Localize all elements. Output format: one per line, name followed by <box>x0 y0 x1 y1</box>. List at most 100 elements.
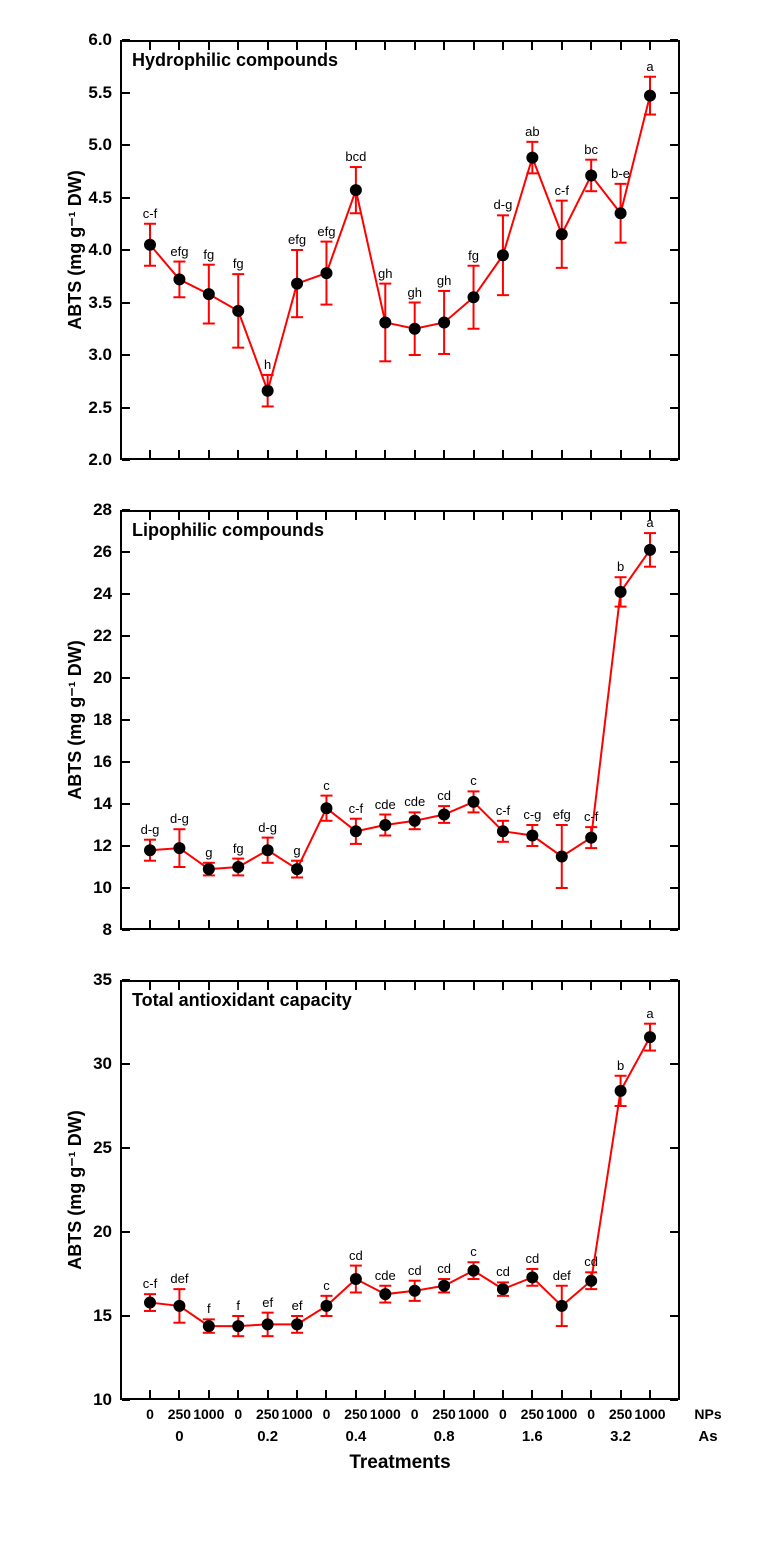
xtick-label-as: 3.2 <box>610 1428 631 1445</box>
significance-label: d-g <box>494 197 513 212</box>
significance-label: c-f <box>143 1276 157 1291</box>
data-point <box>233 305 244 316</box>
data-point <box>497 1284 508 1295</box>
significance-label: c-f <box>349 801 363 816</box>
data-point <box>292 1319 303 1330</box>
data-point <box>292 864 303 875</box>
xtick-label-nps: 1000 <box>546 1406 577 1422</box>
xtick-label-nps: 1000 <box>634 1406 665 1422</box>
data-point <box>645 1032 656 1043</box>
data-point <box>233 862 244 873</box>
significance-label: c <box>470 1244 477 1259</box>
significance-label: cd <box>437 788 451 803</box>
ytick-label: 2.5 <box>88 398 120 418</box>
significance-label: a <box>646 59 653 74</box>
xtick-label-nps: 1000 <box>370 1406 401 1422</box>
data-point <box>262 845 273 856</box>
significance-label: c-f <box>555 183 569 198</box>
data-point <box>615 586 626 597</box>
significance-label: bc <box>584 142 598 157</box>
data-point <box>556 229 567 240</box>
ytick-label: 2.0 <box>88 450 120 470</box>
data-point <box>586 832 597 843</box>
xtick-label-as: 0.4 <box>345 1428 366 1445</box>
series-line <box>150 1037 650 1326</box>
data-point <box>468 796 479 807</box>
panel-hydrophilic: ABTS (mg g⁻¹ DW)Hydrophilic compounds2.0… <box>120 40 680 460</box>
significance-label: d-g <box>258 820 277 835</box>
ytick-label: 20 <box>93 1222 120 1242</box>
significance-label: cde <box>375 797 396 812</box>
xtick-label-nps: 0 <box>411 1406 419 1422</box>
significance-label: efg <box>317 224 335 239</box>
data-point <box>439 1280 450 1291</box>
data-point <box>145 845 156 856</box>
ytick-label: 26 <box>93 542 120 562</box>
ytick-label: 20 <box>93 668 120 688</box>
ytick-label: 14 <box>93 794 120 814</box>
data-point <box>203 1321 214 1332</box>
data-point <box>409 323 420 334</box>
y-axis-label: ABTS (mg g⁻¹ DW) <box>65 40 86 460</box>
xtick-label-nps: 250 <box>432 1406 455 1422</box>
significance-label: c <box>323 778 330 793</box>
series-line <box>150 550 650 869</box>
ytick-label: 18 <box>93 710 120 730</box>
ytick-label: 22 <box>93 626 120 646</box>
data-point <box>350 1274 361 1285</box>
xtick-label-nps: 1000 <box>193 1406 224 1422</box>
ytick-label: 28 <box>93 500 120 520</box>
data-point <box>262 385 273 396</box>
significance-label: c-g <box>523 807 541 822</box>
data-point <box>203 289 214 300</box>
xaxis-nps-label: NPs <box>694 1406 721 1422</box>
ytick-label: 8 <box>103 920 120 940</box>
series-line <box>150 96 650 391</box>
data-point <box>615 1085 626 1096</box>
significance-label: h <box>264 357 271 372</box>
significance-label: b-e <box>611 166 630 181</box>
xtick-label-nps: 250 <box>344 1406 367 1422</box>
significance-label: fg <box>233 256 244 271</box>
significance-label: def <box>170 1271 188 1286</box>
data-point <box>174 274 185 285</box>
significance-label: c <box>470 773 477 788</box>
data-point <box>527 830 538 841</box>
panel-total: ABTS (mg g⁻¹ DW)Total antioxidant capaci… <box>120 980 680 1400</box>
data-point <box>468 292 479 303</box>
xtick-label-nps: 0 <box>323 1406 331 1422</box>
ytick-label: 4.5 <box>88 188 120 208</box>
significance-label: efg <box>553 807 571 822</box>
data-point <box>586 1275 597 1286</box>
ytick-label: 15 <box>93 1306 120 1326</box>
significance-label: cd <box>525 1251 539 1266</box>
ytick-label: 4.0 <box>88 240 120 260</box>
significance-label: efg <box>170 244 188 259</box>
significance-label: cde <box>404 794 425 809</box>
data-point <box>439 317 450 328</box>
significance-label: efg <box>288 232 306 247</box>
significance-label: ef <box>262 1295 273 1310</box>
data-point <box>292 278 303 289</box>
significance-label: c-f <box>496 803 510 818</box>
y-axis-label: ABTS (mg g⁻¹ DW) <box>65 980 86 1400</box>
plot-svg <box>120 510 680 930</box>
x-axis-title: Treatments <box>340 1452 460 1474</box>
data-point <box>556 851 567 862</box>
ytick-label: 12 <box>93 836 120 856</box>
data-point <box>497 250 508 261</box>
xtick-label-as: 0.8 <box>434 1428 455 1445</box>
data-point <box>586 170 597 181</box>
data-point <box>527 1272 538 1283</box>
xtick-label-as: 1.6 <box>522 1428 543 1445</box>
panel-lipophilic: ABTS (mg g⁻¹ DW)Lipophilic compounds8101… <box>120 510 680 930</box>
data-point <box>645 90 656 101</box>
data-point <box>556 1300 567 1311</box>
plot-svg <box>120 980 680 1400</box>
xtick-label-nps: 0 <box>499 1406 507 1422</box>
significance-label: cd <box>437 1261 451 1276</box>
data-point <box>174 843 185 854</box>
ytick-label: 16 <box>93 752 120 772</box>
significance-label: d-g <box>170 811 189 826</box>
significance-label: fg <box>468 248 479 263</box>
